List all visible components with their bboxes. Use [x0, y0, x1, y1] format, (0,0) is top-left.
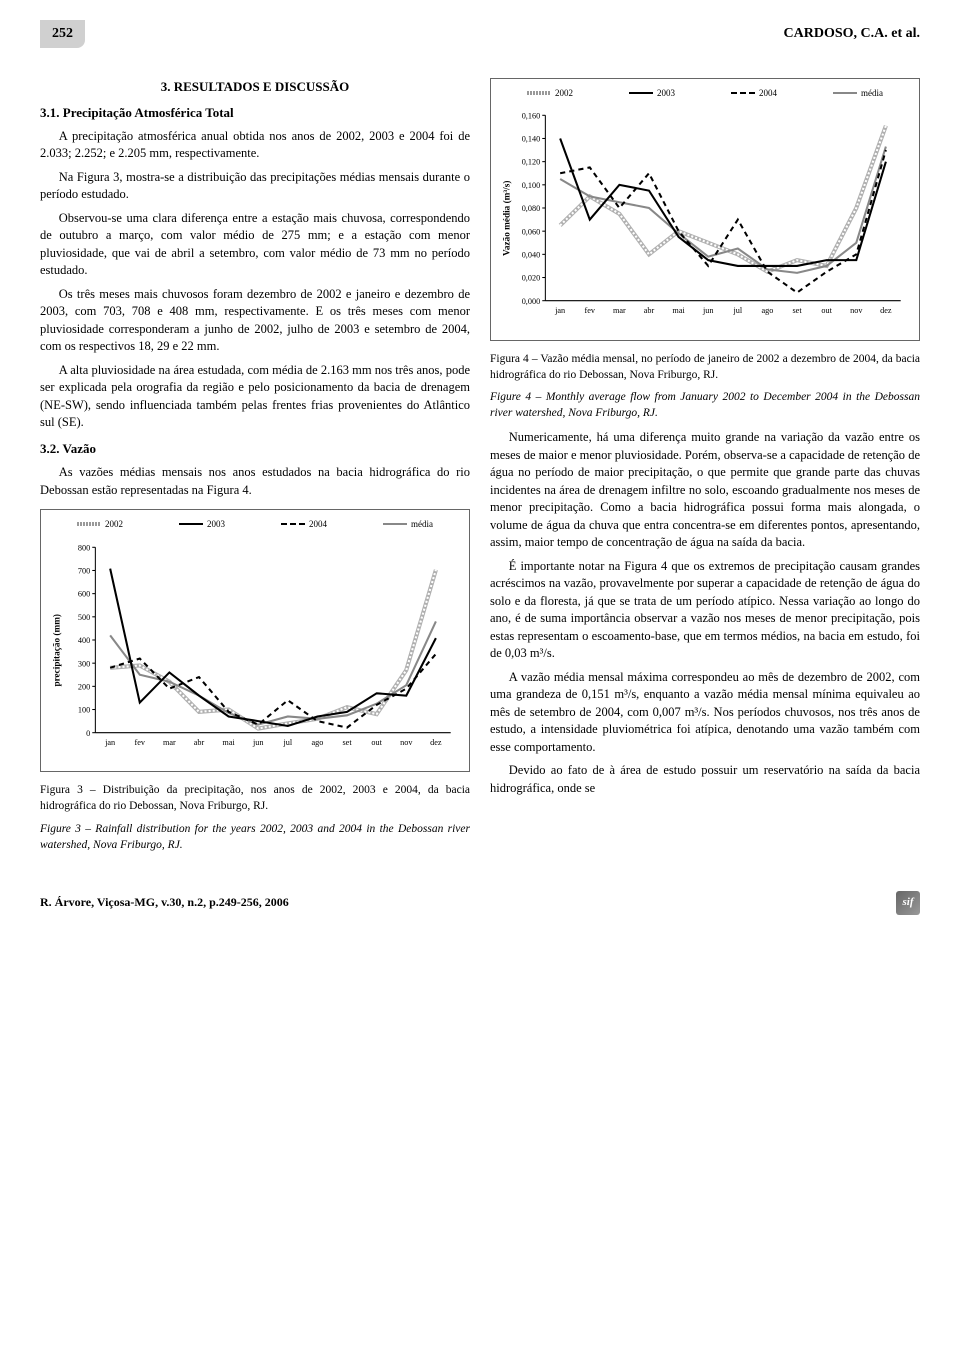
svg-text:Vazão média (m³/s): Vazão média (m³/s) — [502, 181, 512, 256]
svg-text:100: 100 — [78, 705, 90, 714]
paragraph: É importante notar na Figura 4 que os ex… — [490, 558, 920, 663]
paragraph: Na Figura 3, mostra-se a distribuição da… — [40, 169, 470, 204]
figure-4-caption-pt: Figura 4 – Vazão média mensal, no períod… — [490, 351, 920, 383]
svg-text:400: 400 — [78, 636, 90, 645]
authors-text: CARDOSO, C.A. et al. — [784, 24, 921, 44]
legend-item-2004: 2004 — [731, 87, 777, 100]
figure-3-caption-pt: Figura 3 – Distribuição da precipitação,… — [40, 782, 470, 814]
svg-text:jan: jan — [104, 738, 115, 747]
svg-text:300: 300 — [78, 659, 90, 668]
svg-text:nov: nov — [400, 738, 413, 747]
svg-text:out: out — [371, 738, 382, 747]
svg-text:0,080: 0,080 — [522, 204, 541, 213]
page-number: 252 — [40, 20, 85, 48]
svg-text:ago: ago — [312, 738, 324, 747]
section-title: 3. RESULTADOS E DISCUSSÃO — [40, 78, 470, 96]
svg-text:out: out — [821, 306, 832, 315]
figure-4-svg: 0,000 0,020 0,040 0,060 0,080 0,100 0,120 0,140… — [499, 105, 911, 332]
page-footer: R. Árvore, Viçosa-MG, v.30, n.2, p.249-2… — [40, 891, 920, 915]
svg-text:0,040: 0,040 — [522, 251, 541, 260]
paragraph: As vazões médias mensais nos anos estuda… — [40, 464, 470, 499]
svg-text:mar: mar — [163, 738, 176, 747]
svg-text:mai: mai — [222, 738, 235, 747]
svg-text:dez: dez — [430, 738, 442, 747]
legend-item-media: média — [833, 87, 883, 100]
svg-text:600: 600 — [78, 589, 90, 598]
legend-item-2002: 2002 — [527, 87, 573, 100]
right-column: 2002 2003 2004 média 0,000 0,020 0,040 0,06… — [490, 68, 920, 861]
svg-text:dez: dez — [880, 306, 892, 315]
svg-text:set: set — [792, 306, 802, 315]
legend-item-2004: 2004 — [281, 518, 327, 531]
svg-text:jul: jul — [732, 306, 742, 315]
svg-text:precipitação (mm): precipitação (mm) — [52, 614, 62, 687]
chart-legend: 2002 2003 2004 média — [49, 518, 461, 531]
legend-item-2003: 2003 — [629, 87, 675, 100]
svg-text:ago: ago — [762, 306, 774, 315]
paragraph: A vazão média mensal máxima correspondeu… — [490, 669, 920, 757]
chart-legend: 2002 2003 2004 média — [499, 87, 911, 100]
svg-text:800: 800 — [78, 543, 90, 552]
svg-text:jun: jun — [702, 306, 714, 315]
svg-text:set: set — [342, 738, 352, 747]
figure-4-chart: 2002 2003 2004 média 0,000 0,020 0,040 0,06… — [490, 78, 920, 341]
svg-text:fev: fev — [585, 306, 596, 315]
left-column: 3. RESULTADOS E DISCUSSÃO 3.1. Precipita… — [40, 68, 470, 861]
subsection-title-precipitation: 3.1. Precipitação Atmosférica Total — [40, 104, 470, 122]
svg-text:700: 700 — [78, 566, 90, 575]
svg-text:0,160: 0,160 — [522, 112, 541, 121]
svg-text:jul: jul — [282, 738, 292, 747]
svg-text:fev: fev — [135, 738, 146, 747]
svg-text:abr: abr — [644, 306, 655, 315]
svg-text:0,120: 0,120 — [522, 158, 541, 167]
svg-text:0: 0 — [86, 729, 90, 738]
svg-text:0,140: 0,140 — [522, 135, 541, 144]
subsection-title-flow: 3.2. Vazão — [40, 440, 470, 458]
legend-item-2002: 2002 — [77, 518, 123, 531]
footer-citation: R. Árvore, Viçosa-MG, v.30, n.2, p.249-2… — [40, 894, 289, 911]
paragraph: Observou-se uma clara diferença entre a … — [40, 210, 470, 280]
figure-3-svg: 0 100 200 300 400 500 600 700 800 precipitação (m… — [49, 537, 461, 764]
svg-text:abr: abr — [194, 738, 205, 747]
svg-text:0,020: 0,020 — [522, 274, 541, 283]
svg-text:0,060: 0,060 — [522, 227, 541, 236]
paragraph: Numericamente, há uma diferença muito gr… — [490, 429, 920, 552]
svg-text:jan: jan — [554, 306, 565, 315]
figure-4-caption-en: Figure 4 – Monthly average flow from Jan… — [490, 389, 920, 421]
paragraph: Os três meses mais chuvosos foram dezemb… — [40, 286, 470, 356]
figure-3-caption-en: Figure 3 – Rainfall distribution for the… — [40, 821, 470, 853]
svg-text:jun: jun — [252, 738, 264, 747]
two-column-layout: 3. RESULTADOS E DISCUSSÃO 3.1. Precipita… — [40, 68, 920, 861]
page-header: 252 CARDOSO, C.A. et al. — [40, 20, 920, 48]
svg-text:0,000: 0,000 — [522, 297, 541, 306]
svg-text:0,100: 0,100 — [522, 181, 541, 190]
legend-item-media: média — [383, 518, 433, 531]
figure-3-chart: 2002 2003 2004 média 0 100 200 300 400 500 600… — [40, 509, 470, 772]
sif-logo-icon: sif — [896, 891, 920, 915]
legend-item-2003: 2003 — [179, 518, 225, 531]
svg-text:mar: mar — [613, 306, 626, 315]
paragraph: Devido ao fato de à área de estudo possu… — [490, 762, 920, 797]
paragraph: A precipitação atmosférica anual obtida … — [40, 128, 470, 163]
svg-text:200: 200 — [78, 682, 90, 691]
svg-text:mai: mai — [672, 306, 685, 315]
svg-text:500: 500 — [78, 613, 90, 622]
svg-text:nov: nov — [850, 306, 863, 315]
paragraph: A alta pluviosidade na área estudada, co… — [40, 362, 470, 432]
